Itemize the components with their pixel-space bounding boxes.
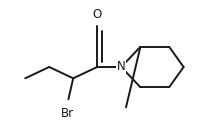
Text: N: N (117, 60, 125, 74)
Text: Br: Br (61, 107, 74, 120)
Text: O: O (93, 8, 102, 21)
